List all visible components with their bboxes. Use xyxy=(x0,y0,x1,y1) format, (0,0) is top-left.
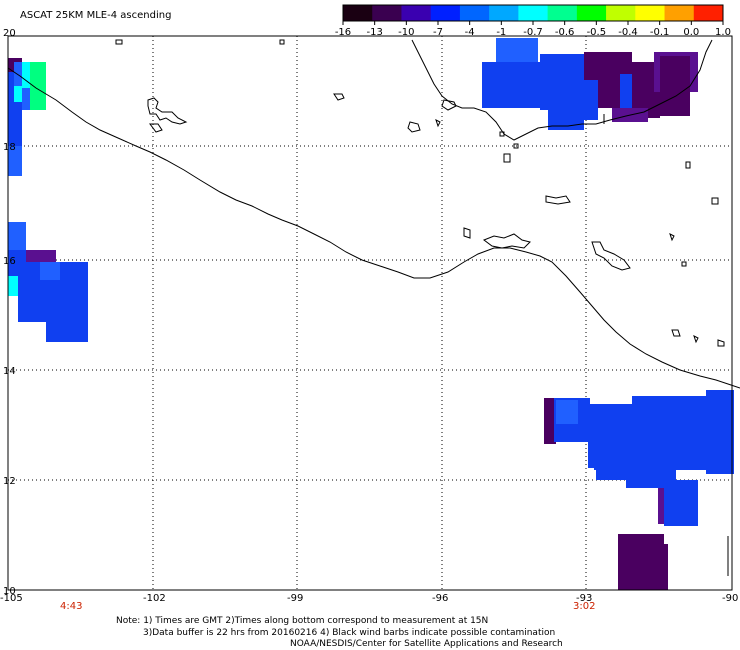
latitude-label: 12 xyxy=(3,476,16,487)
data-cell xyxy=(8,276,18,296)
mexico-coastline xyxy=(7,67,740,389)
data-cell xyxy=(658,488,664,524)
data-cell xyxy=(618,534,664,590)
colorbar-labels: -16 -13 -10 -7 -4 -1 -0.7 -0.6 -0.5 -0.4 -0.1 0.0 1.… xyxy=(335,21,731,38)
data-cell xyxy=(22,62,32,88)
data-cell xyxy=(548,108,584,130)
data-cell xyxy=(584,80,598,120)
colorbar-label: -4 xyxy=(465,27,475,38)
longitude-label: -90 xyxy=(722,593,738,604)
colorbar-label: -13 xyxy=(366,27,382,38)
data-cell xyxy=(664,480,698,526)
time-label-left: 4:43 xyxy=(60,601,82,612)
colorbar-swatch xyxy=(518,5,549,21)
data-swaths xyxy=(8,38,734,590)
data-cell xyxy=(40,262,60,280)
map-frame xyxy=(7,35,733,591)
data-cell xyxy=(626,470,666,488)
note-line-2: 3)Data buffer is 22 hrs from 20160216 4)… xyxy=(143,628,556,638)
data-cell xyxy=(496,38,538,64)
colorbar-label: -16 xyxy=(335,27,351,38)
colorbar-swatch xyxy=(664,5,695,21)
colorbar-swatch xyxy=(635,5,666,21)
data-cell xyxy=(594,430,704,470)
colorbar-label: -7 xyxy=(433,27,443,38)
data-cell xyxy=(660,56,690,116)
longitude-label: -105 xyxy=(0,593,23,604)
data-cell xyxy=(8,222,26,250)
data-cell xyxy=(544,398,556,444)
longitude-labels: -105 -102 -99 -96 -93 -90 xyxy=(0,593,738,604)
colorbar-label: 0.0 xyxy=(683,27,699,38)
data-cell xyxy=(664,544,668,590)
colorbar-label: -0.7 xyxy=(523,27,543,38)
colorbar-label: -1 xyxy=(496,27,506,38)
data-cell xyxy=(26,250,56,262)
latitude-labels: 20 18 16 14 12 10 xyxy=(3,28,16,597)
colorbar-swatch xyxy=(547,5,578,21)
gulf-coastline xyxy=(411,39,713,141)
data-cell xyxy=(8,146,22,176)
data-cell xyxy=(8,102,22,146)
data-cell xyxy=(556,400,578,424)
data-cell xyxy=(14,86,22,102)
lat-lon-grid xyxy=(8,36,732,590)
latitude-label: 18 xyxy=(3,142,16,153)
data-cell xyxy=(620,74,632,108)
data-cell xyxy=(706,390,734,474)
colorbar-swatch xyxy=(459,5,490,21)
colorbar-label: -0.5 xyxy=(587,27,607,38)
colorbar-swatch xyxy=(576,5,607,21)
colorbar-label: -0.1 xyxy=(650,27,670,38)
latitude-label: 14 xyxy=(3,366,16,377)
data-cell xyxy=(482,62,542,108)
colorbar-swatch xyxy=(606,5,636,21)
data-cell xyxy=(540,54,584,110)
longitude-label: -99 xyxy=(287,593,303,604)
lake-outlines xyxy=(115,39,725,347)
colorbar-swatch xyxy=(401,5,432,21)
time-labels: 4:43 3:02 xyxy=(60,601,595,612)
colorbar-swatch xyxy=(372,5,402,21)
coastline xyxy=(7,39,740,389)
note-line-3: NOAA/NESDIS/Center for Satellite Applica… xyxy=(290,639,563,649)
colorbar-label: -0.4 xyxy=(618,27,638,38)
latitude-label: 16 xyxy=(3,256,16,267)
colorbar xyxy=(342,4,724,22)
colorbar-swatch xyxy=(430,5,461,21)
map-title: ASCAT 25KM MLE-4 ascending xyxy=(20,10,171,21)
colorbar-swatch xyxy=(343,5,373,21)
colorbar-swatch xyxy=(693,5,724,21)
colorbar-swatch xyxy=(489,5,519,21)
colorbar-label: 1.0 xyxy=(715,27,731,38)
time-label-right: 3:02 xyxy=(573,601,595,612)
note-line-1: Note: 1) Times are GMT 2)Times along bot… xyxy=(116,616,489,626)
longitude-label: -96 xyxy=(432,593,448,604)
latitude-label: 10 xyxy=(3,586,16,597)
colorbar-label: -0.6 xyxy=(555,27,575,38)
latitude-label: 20 xyxy=(3,28,16,39)
data-cell xyxy=(46,320,88,342)
longitude-label: -102 xyxy=(143,593,166,604)
data-cell xyxy=(30,62,46,110)
wind-barbs xyxy=(603,114,729,576)
longitude-label: -93 xyxy=(576,593,592,604)
colorbar-label: -10 xyxy=(398,27,414,38)
